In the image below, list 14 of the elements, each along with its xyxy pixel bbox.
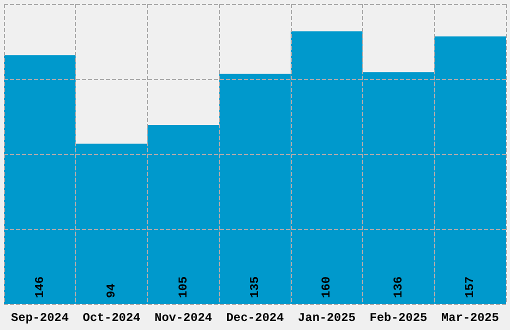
x-tick-label: Feb-2025 bbox=[370, 311, 428, 325]
data-label: 136 bbox=[391, 276, 406, 298]
x-tick-label: Sep-2024 bbox=[11, 311, 69, 325]
data-label: 160 bbox=[320, 276, 334, 298]
x-tick-label: Dec-2024 bbox=[226, 311, 284, 325]
x-tick-label: Oct-2024 bbox=[82, 311, 140, 325]
data-label: 146 bbox=[32, 276, 47, 298]
data-label: 94 bbox=[104, 284, 119, 298]
data-label: 157 bbox=[463, 276, 478, 298]
x-tick-label: Nov-2024 bbox=[154, 311, 212, 325]
x-tick-label: Mar-2025 bbox=[441, 311, 499, 325]
data-label: 105 bbox=[176, 276, 190, 298]
x-tick-label: Jan-2025 bbox=[298, 311, 356, 325]
data-label: 135 bbox=[248, 276, 262, 298]
